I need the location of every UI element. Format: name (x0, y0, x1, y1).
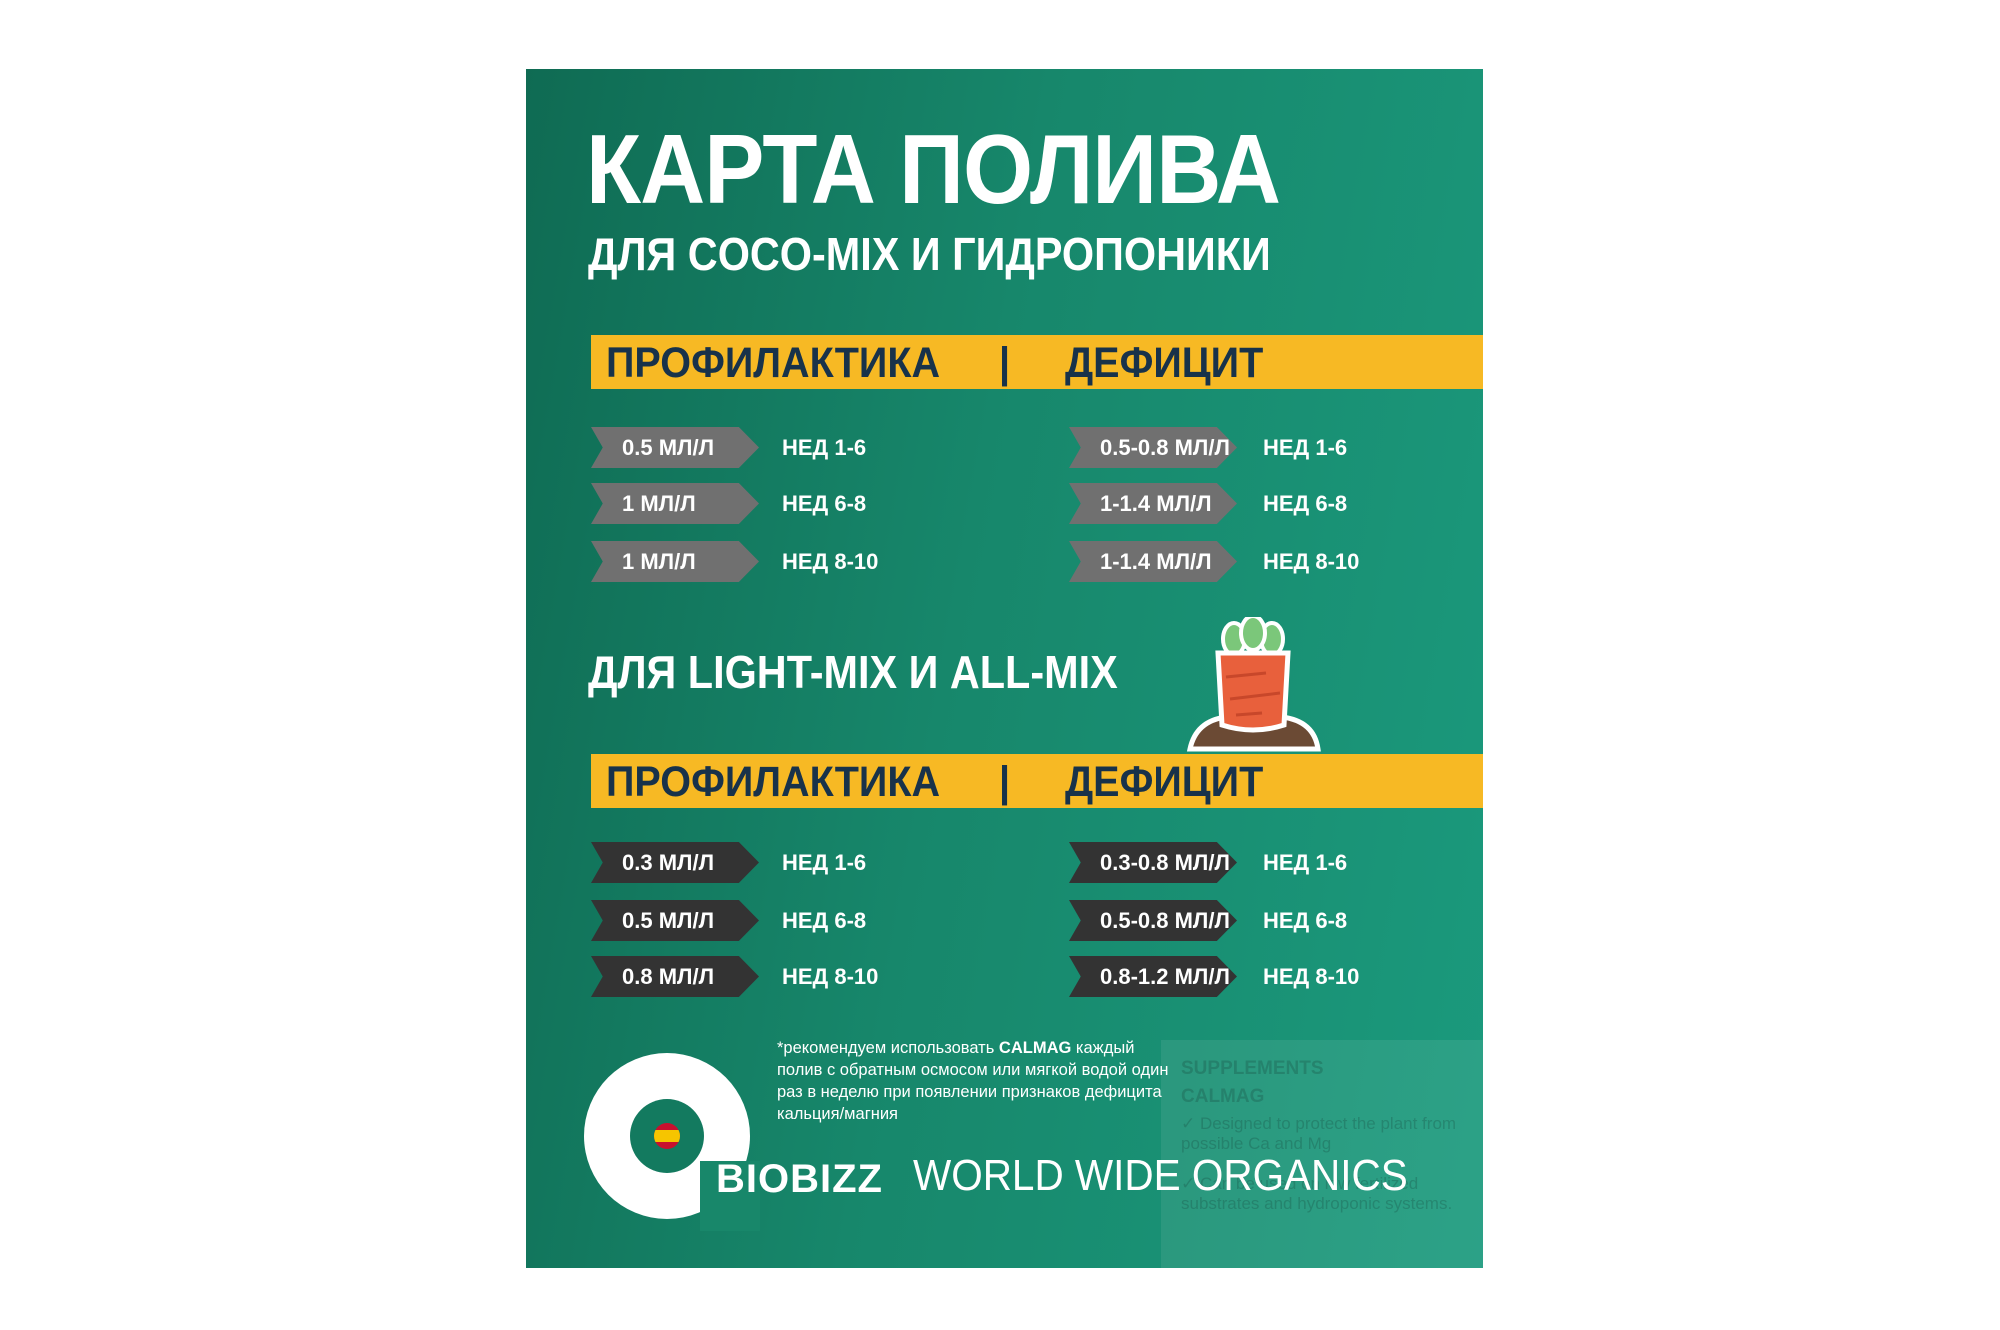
header-separator: | (999, 339, 1011, 387)
dose-badge: 0.8 МЛ/Л (591, 956, 759, 997)
week-range: НЕД 1-6 (782, 850, 867, 875)
note-text: *рекомендуем использовать (777, 1039, 999, 1057)
dose-badge: 1 МЛ/Л (591, 541, 759, 582)
page-title: КАРТА ПОЛИВА (586, 114, 1281, 224)
supplements-product: CALMAG (1181, 1086, 1265, 1107)
dose-badge: 0.5-0.8 МЛ/Л (1069, 427, 1237, 468)
week-range: НЕД 8-10 (782, 549, 879, 574)
dose-badge: 0.3-0.8 МЛ/Л (1069, 842, 1237, 883)
header-prevention: ПРОФИЛАКТИКА (606, 339, 941, 387)
week-range: НЕД 6-8 (782, 491, 867, 516)
section-title-light-mix: ДЛЯ LIGHT-MIX И ALL-MIX (588, 646, 1118, 698)
week-range: НЕД 6-8 (1263, 908, 1348, 933)
calmag-note: *рекомендуем использовать CALMAG каждый … (777, 1037, 1177, 1125)
note-product: CALMAG (998, 1039, 1072, 1057)
week-range: НЕД 8-10 (1263, 964, 1360, 989)
week-range: НЕД 8-10 (1263, 549, 1360, 574)
header-deficit: ДЕФИЦИТ (1065, 339, 1264, 387)
supplements-watermark: SUPPLEMENTS CALMAG ✓ Designed to protect… (1161, 1040, 1483, 1268)
dose-badge: 0.8-1.2 МЛ/Л (1069, 956, 1237, 997)
dose-badge: 1-1.4 МЛ/Л (1069, 541, 1237, 582)
week-range: НЕД 8-10 (782, 964, 879, 989)
header-separator: | (999, 758, 1011, 806)
table-header-light: ПРОФИЛАКТИКА | ДЕФИЦИТ (591, 754, 1483, 808)
week-range: НЕД 1-6 (782, 435, 867, 460)
dose-badge: 1-1.4 МЛ/Л (1069, 483, 1237, 524)
note-text: каждый полив с обратным осмосом или мягк… (777, 1039, 1169, 1123)
watering-chart-poster: КАРТА ПОЛИВА ДЛЯ COCO-MIX И ГИДРОПОНИКИ … (526, 69, 1483, 1268)
supplements-heading: SUPPLEMENTS (1181, 1058, 1324, 1079)
carrot-icon (1186, 617, 1321, 752)
week-range: НЕД 1-6 (1263, 435, 1348, 460)
week-range: НЕД 1-6 (1263, 850, 1348, 875)
header-prevention: ПРОФИЛАКТИКА (606, 758, 941, 806)
week-range: НЕД 6-8 (782, 908, 867, 933)
dose-badge: 0.3 МЛ/Л (591, 842, 759, 883)
supplements-item: ✓ Can be used on low fertilized substrat… (1181, 1174, 1453, 1213)
dose-badge: 0.5 МЛ/Л (591, 900, 759, 941)
header-deficit: ДЕФИЦИТ (1065, 758, 1264, 806)
subtitle: ДЛЯ COCO-MIX И ГИДРОПОНИКИ (588, 228, 1271, 280)
biobizz-logo-mark (584, 1053, 760, 1231)
dose-badge: 0.5 МЛ/Л (591, 427, 759, 468)
dose-badge: 0.5-0.8 МЛ/Л (1069, 900, 1237, 941)
week-range: НЕД 6-8 (1263, 491, 1348, 516)
table-header-coco: ПРОФИЛАКТИКА | ДЕФИЦИТ (591, 335, 1483, 389)
brand-logo: BIOBIZZ (716, 1157, 883, 1201)
spain-flag-icon (654, 1123, 680, 1149)
supplements-item: ✓ Designed to protect the plant from pos… (1181, 1114, 1457, 1153)
dose-badge: 1 МЛ/Л (591, 483, 759, 524)
brand-slogan: WORLD WIDE ORGANICS (913, 1151, 1408, 1200)
